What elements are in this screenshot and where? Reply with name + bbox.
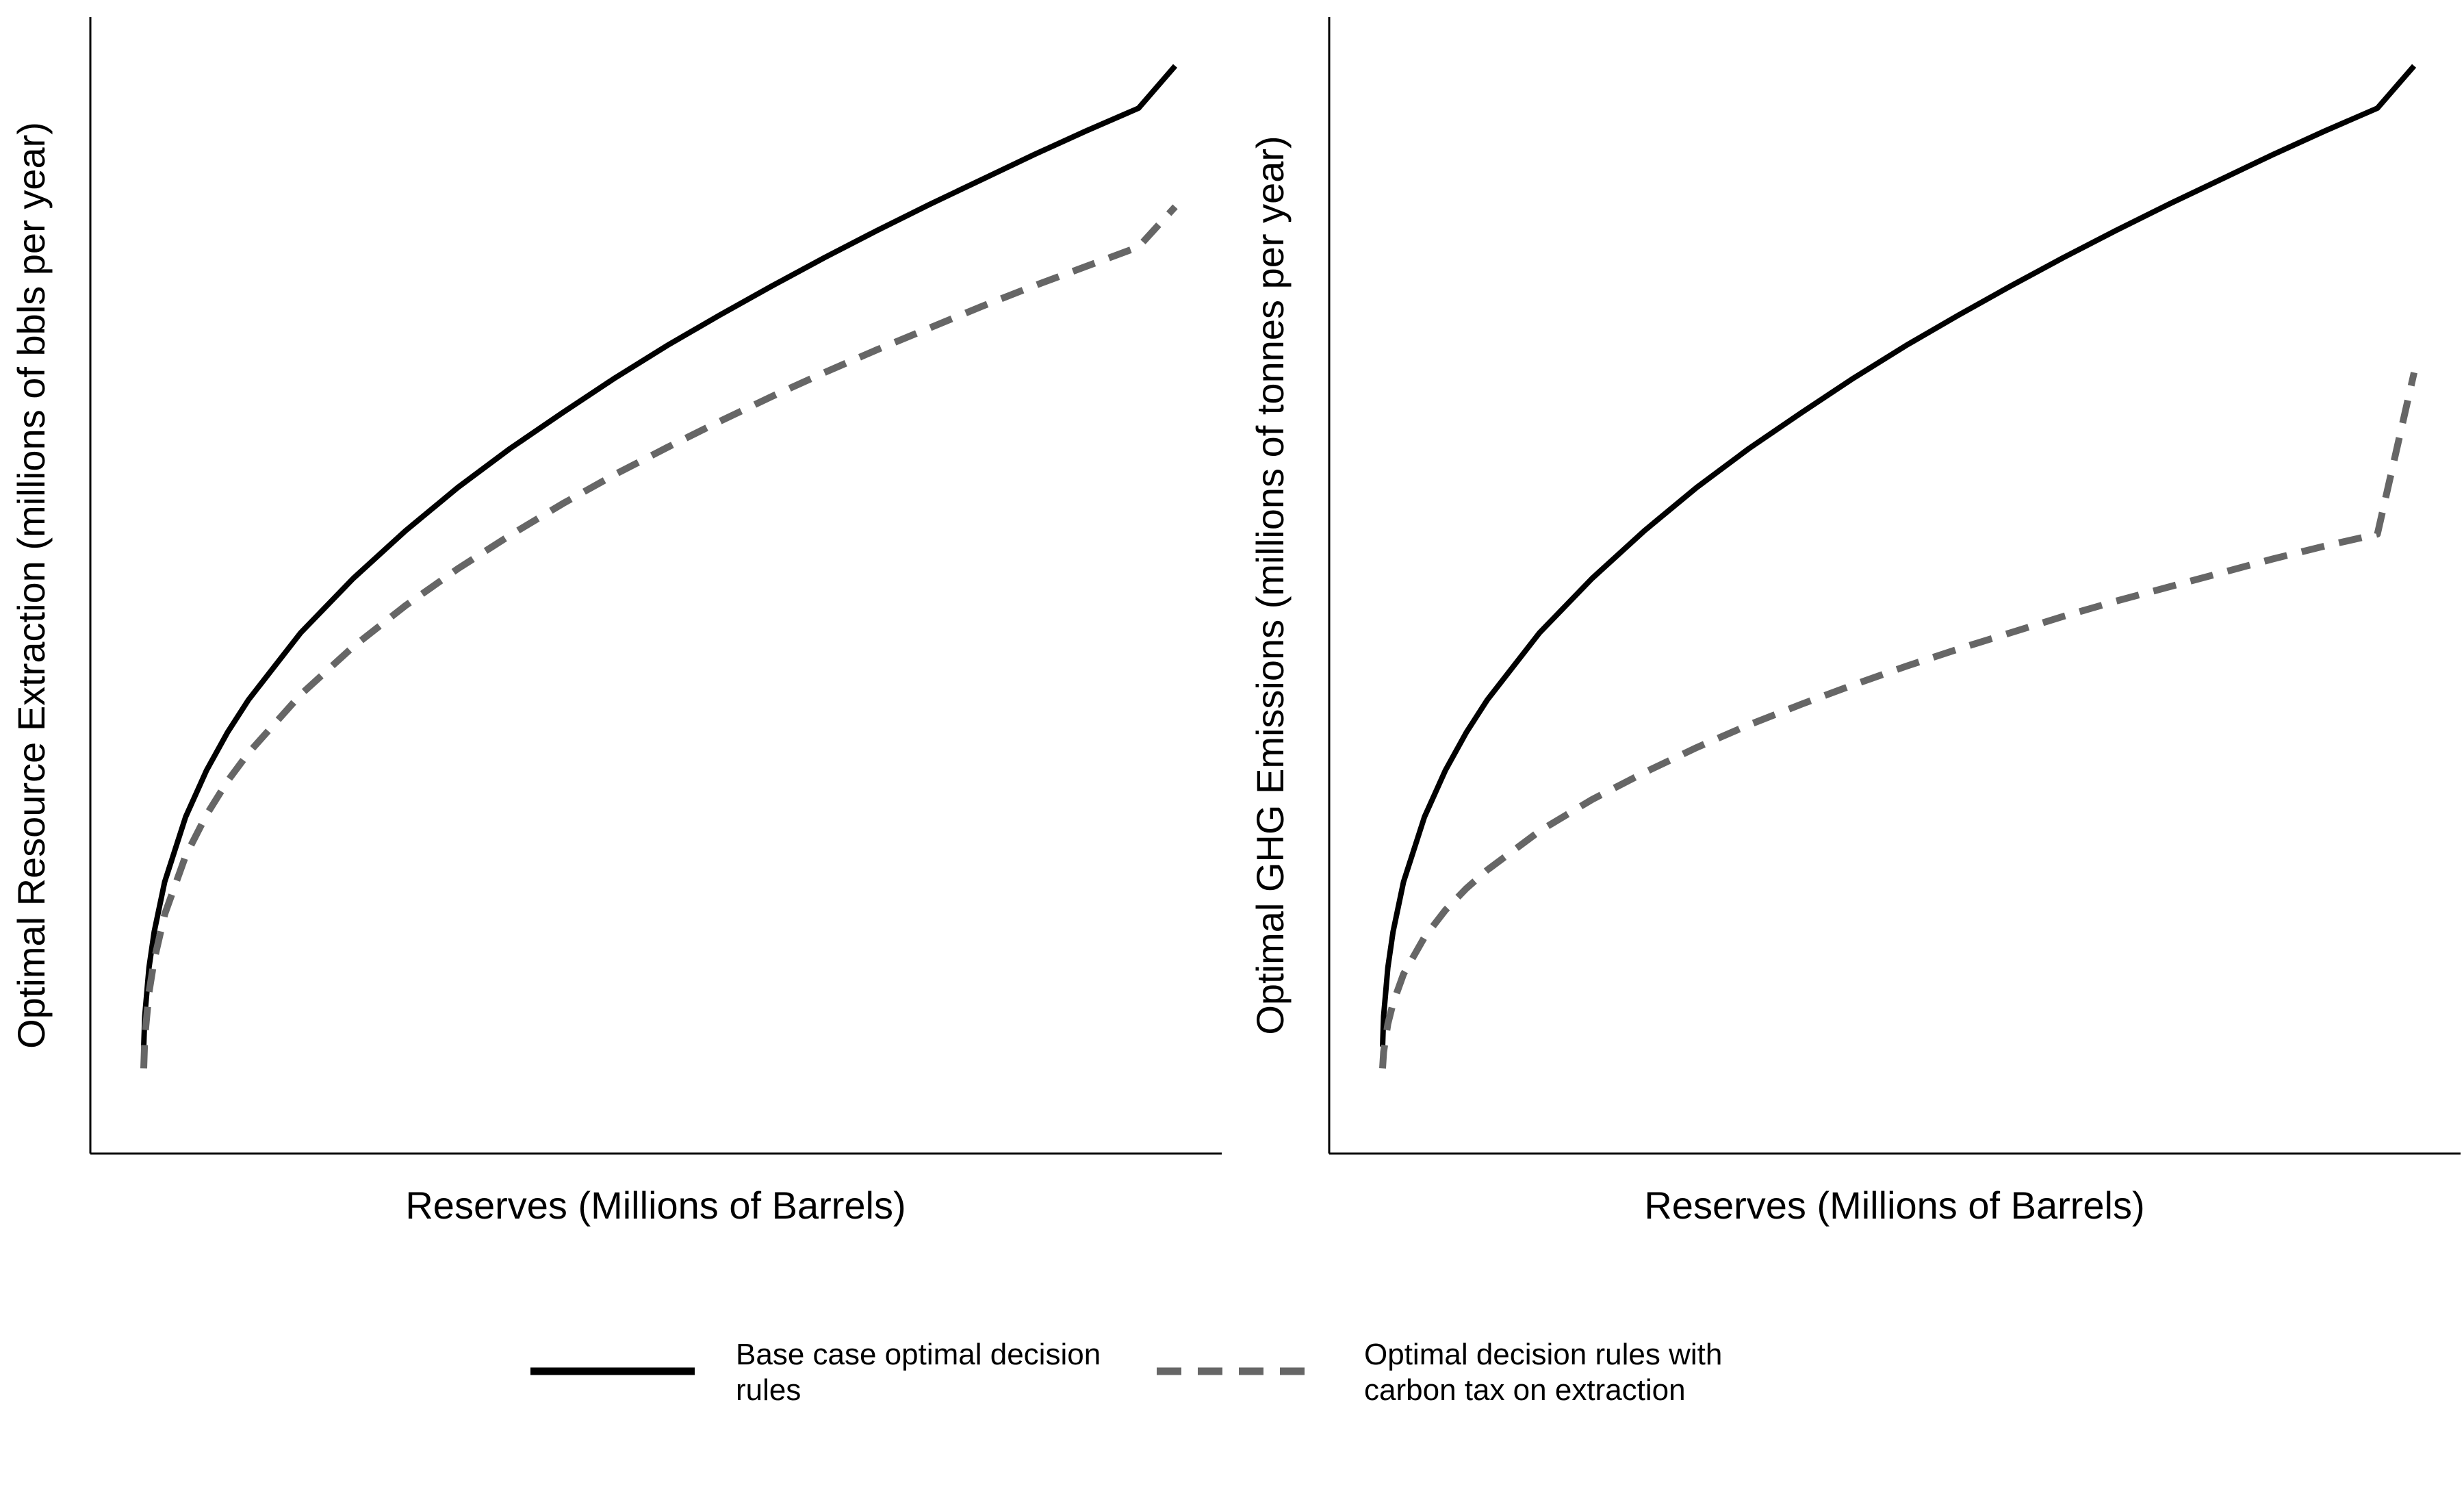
legend-label-base-case-line2: rules bbox=[736, 1373, 801, 1407]
left-chart-panel: Reserves (Millions of Barrels) Optimal R… bbox=[10, 17, 1222, 1227]
right-series-carbon-tax-line bbox=[1379, 372, 2417, 1069]
left-x-axis-label: Reserves (Millions of Barrels) bbox=[405, 1184, 906, 1227]
right-series-base-case-line bbox=[1380, 64, 2417, 1047]
left-series-carbon-tax-line bbox=[140, 204, 1178, 1069]
left-series-layer bbox=[140, 64, 1178, 1069]
left-y-axis-label: Optimal Resource Extraction (millions of… bbox=[10, 122, 53, 1049]
right-series-layer bbox=[1379, 64, 2417, 1069]
legend-label-carbon-tax-line1: Optimal decision rules with bbox=[1364, 1338, 1722, 1371]
legend: Base case optimal decision rules Optimal… bbox=[530, 1338, 1722, 1407]
legend-item-base-case: Base case optimal decision rules bbox=[530, 1338, 1101, 1407]
right-x-axis-label: Reserves (Millions of Barrels) bbox=[1644, 1184, 2144, 1227]
legend-label-carbon-tax-line2: carbon tax on extraction bbox=[1364, 1373, 1686, 1407]
right-chart-panel: Reserves (Millions of Barrels) Optimal G… bbox=[1248, 17, 2461, 1227]
right-y-axis-label: Optimal GHG Emissions (millions of tonne… bbox=[1248, 136, 1292, 1034]
legend-item-carbon-tax: Optimal decision rules with carbon tax o… bbox=[1157, 1338, 1722, 1407]
legend-label-base-case-line1: Base case optimal decision bbox=[736, 1338, 1101, 1371]
left-series-base-case-line bbox=[141, 64, 1178, 1047]
